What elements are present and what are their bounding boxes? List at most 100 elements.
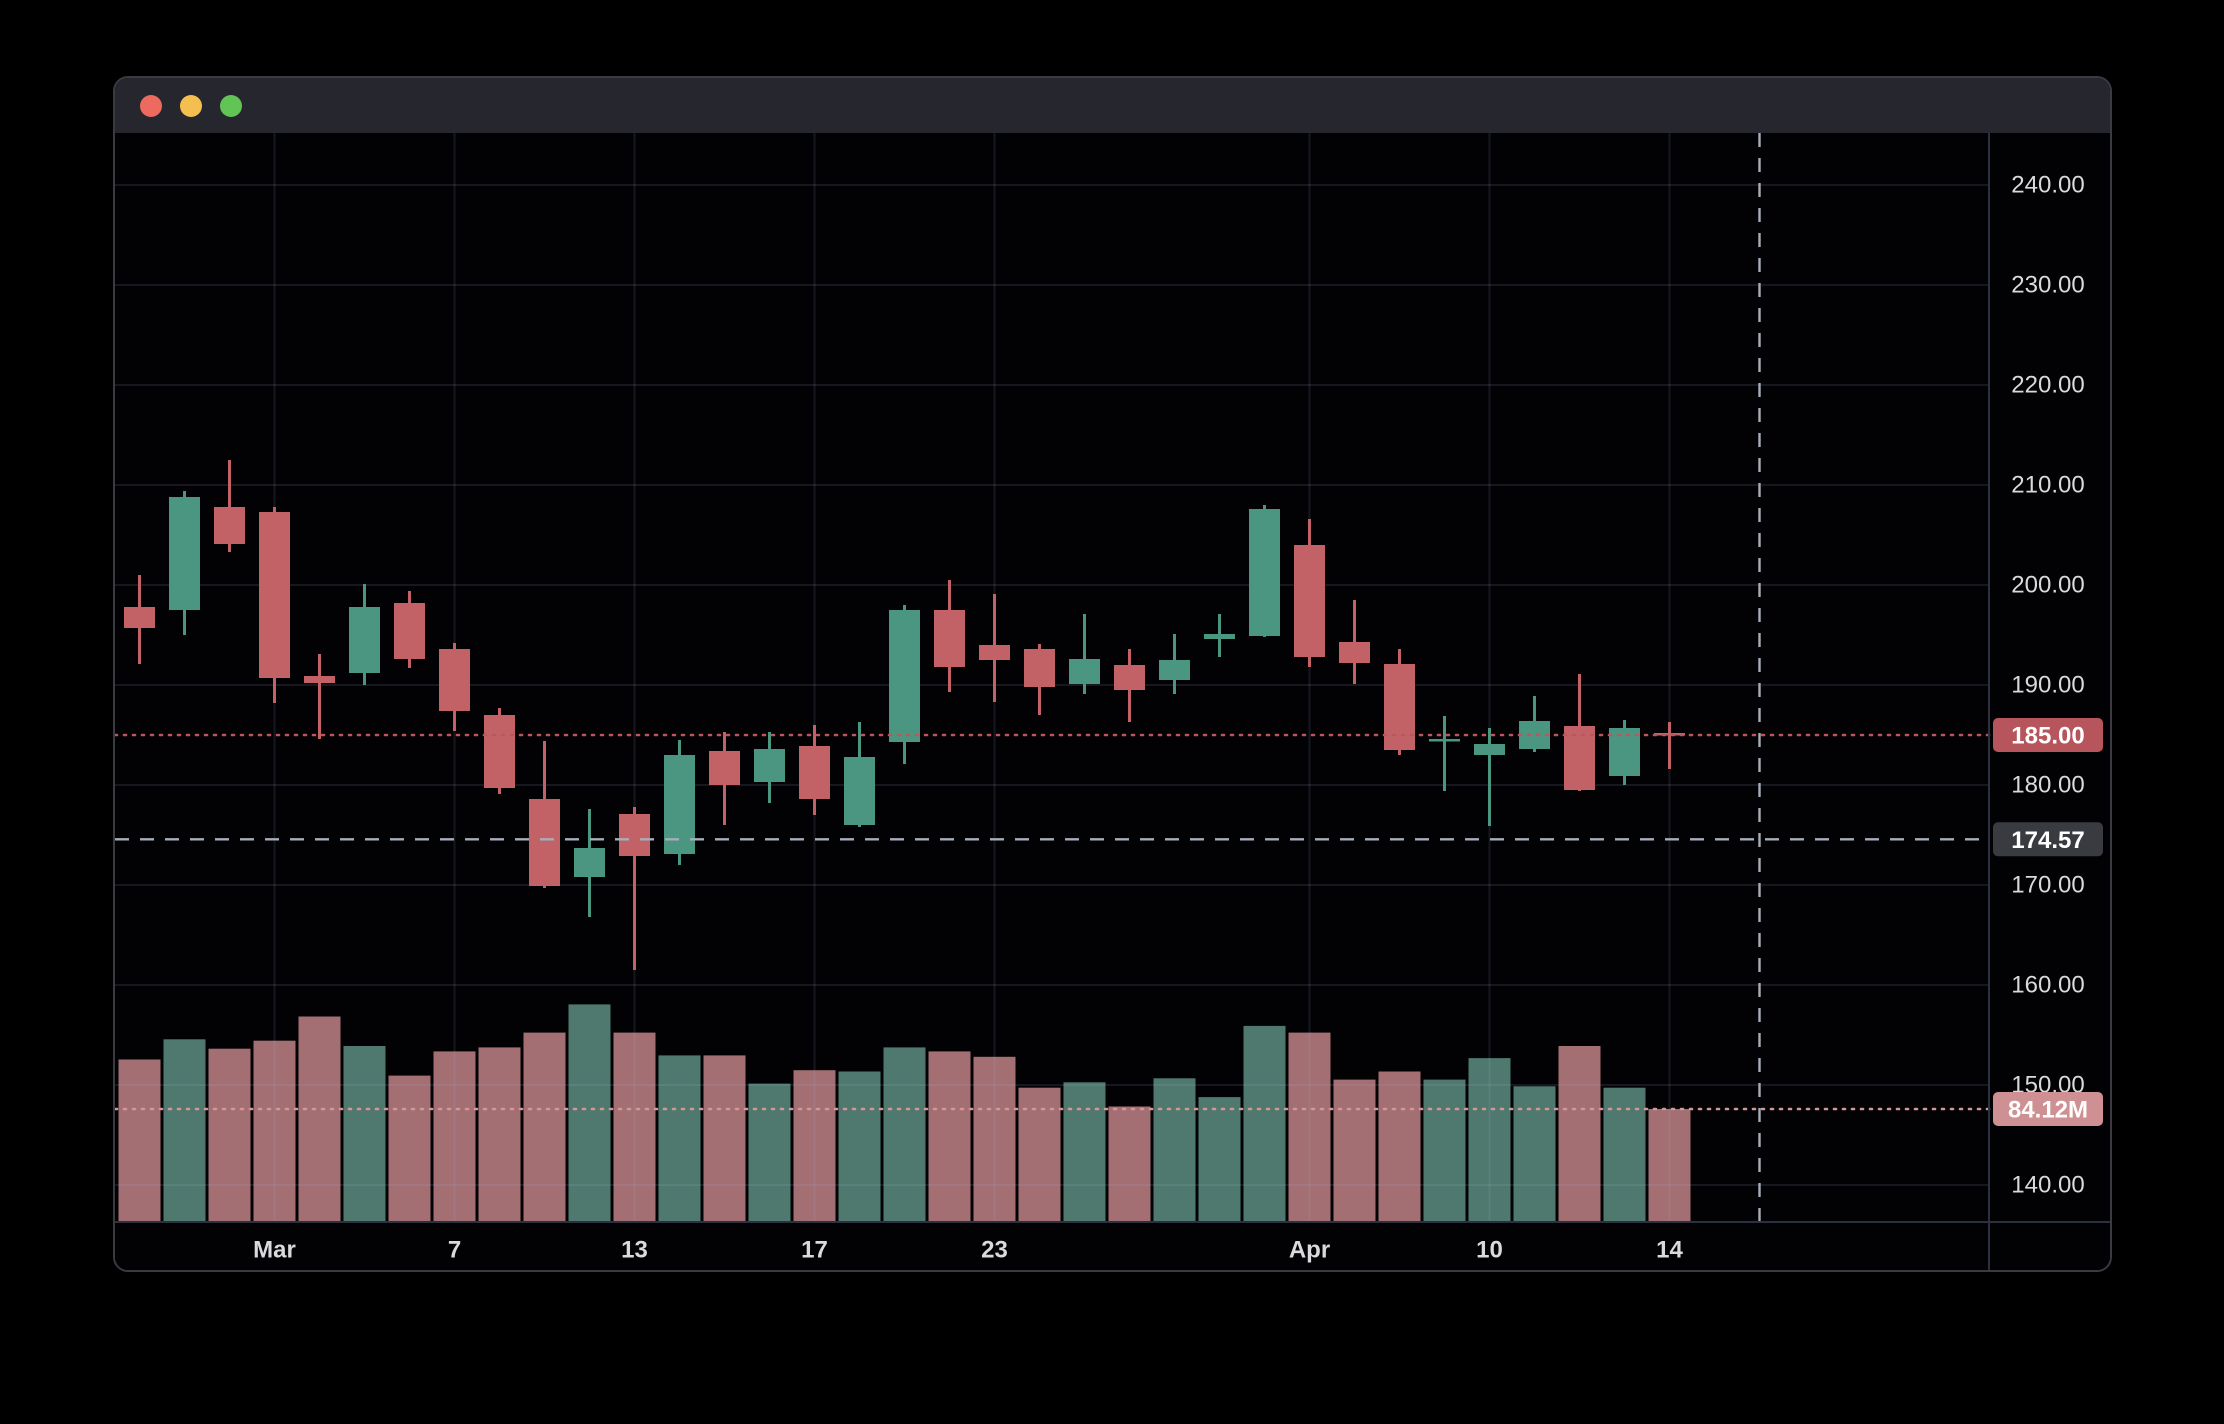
volume-bar[interactable]: [973, 1056, 1016, 1222]
candle-body[interactable]: [1474, 744, 1505, 755]
time-tick-label: 7: [448, 1237, 461, 1264]
last-price-badge: 185.00: [1993, 718, 2103, 752]
chart-area: 240.00 230.00 220.00 210.00 200.00 190.00 180.…: [115, 133, 2110, 1270]
candle-body[interactable]: [1069, 659, 1100, 684]
candle-body[interactable]: [169, 497, 200, 610]
volume-bar[interactable]: [478, 1047, 521, 1222]
volume-bar[interactable]: [1378, 1071, 1421, 1223]
candle-body[interactable]: [439, 649, 470, 711]
crosshair-price-badge-background: [1993, 822, 2103, 857]
volume-bar[interactable]: [388, 1075, 431, 1222]
candle-body[interactable]: [529, 799, 560, 886]
price-tick-label: 160.00: [2011, 972, 2084, 999]
candle-body[interactable]: [1564, 726, 1595, 790]
zoom-button[interactable]: [220, 94, 242, 117]
volume-bar[interactable]: [1153, 1078, 1196, 1222]
close-button[interactable]: [140, 94, 162, 117]
crosshair-price-badge-text: 174.57: [2011, 827, 2084, 854]
candle-body[interactable]: [889, 610, 920, 742]
last-volume-badge-text: 84.12M: [2008, 1097, 2088, 1124]
volume-bar[interactable]: [1198, 1097, 1241, 1222]
candle-body[interactable]: [1024, 649, 1055, 687]
time-tick-label: Mar: [253, 1237, 296, 1264]
candle-body[interactable]: [214, 507, 245, 544]
volume-bar[interactable]: [163, 1039, 206, 1222]
candle-body[interactable]: [1384, 664, 1415, 750]
price-axis[interactable]: 240.00 230.00 220.00 210.00 200.00 190.00 180.…: [2011, 172, 2084, 1199]
price-tick-label: 190.00: [2011, 672, 2084, 699]
candle-body[interactable]: [1249, 509, 1280, 636]
volume-bar[interactable]: [658, 1055, 701, 1222]
candle-body[interactable]: [1294, 545, 1325, 657]
time-axis[interactable]: Mar 7 13 17 23 Apr 10 14: [253, 1237, 1683, 1264]
candle-body[interactable]: [1609, 728, 1640, 776]
candle-body[interactable]: [799, 746, 830, 799]
volume-bar[interactable]: [1288, 1032, 1331, 1222]
volume-pane: [118, 1004, 1691, 1223]
price-tick-label: 210.00: [2011, 472, 2084, 499]
volume-bar[interactable]: [253, 1040, 296, 1222]
price-tick-label: 230.00: [2011, 272, 2084, 299]
volume-bar[interactable]: [1063, 1082, 1106, 1222]
volume-bar[interactable]: [928, 1051, 971, 1222]
volume-bar[interactable]: [1423, 1079, 1466, 1222]
last-volume-badge: 84.12M: [1993, 1092, 2103, 1126]
candle-body[interactable]: [304, 676, 335, 683]
price-tick-label: 200.00: [2011, 572, 2084, 599]
last-price-badge-background: [1993, 718, 2103, 752]
candle-body[interactable]: [979, 645, 1010, 660]
candle-body[interactable]: [664, 755, 695, 854]
volume-bar[interactable]: [1468, 1058, 1511, 1222]
last-price-badge-text: 185.00: [2011, 723, 2084, 750]
candle-body[interactable]: [484, 715, 515, 788]
time-tick-label: 23: [981, 1237, 1008, 1264]
price-tick-label: 240.00: [2011, 172, 2084, 199]
minimize-button[interactable]: [180, 94, 202, 117]
candle-body[interactable]: [754, 749, 785, 782]
volume-bar[interactable]: [1558, 1046, 1601, 1222]
candle-body[interactable]: [709, 751, 740, 785]
volume-bar[interactable]: [118, 1059, 161, 1223]
volume-bar[interactable]: [1648, 1109, 1691, 1222]
volume-bar[interactable]: [793, 1070, 836, 1222]
candle-body[interactable]: [1654, 733, 1685, 736]
time-tick-label: Apr: [1289, 1237, 1330, 1264]
candle-body[interactable]: [1114, 665, 1145, 690]
price-tick-label: 140.00: [2011, 1172, 2084, 1199]
volume-bar[interactable]: [1243, 1025, 1286, 1222]
candle-body[interactable]: [619, 814, 650, 856]
candlestick-chart[interactable]: 240.00 230.00 220.00 210.00 200.00 190.00 180.…: [115, 133, 2112, 1272]
volume-bar[interactable]: [1108, 1106, 1151, 1223]
candle-body[interactable]: [574, 848, 605, 877]
volume-bar[interactable]: [883, 1047, 926, 1222]
volume-bar[interactable]: [703, 1055, 746, 1222]
crosshair-price-badge: 174.57: [1993, 822, 2103, 857]
candle-body[interactable]: [349, 607, 380, 673]
candle-body[interactable]: [1429, 739, 1460, 742]
volume-bar[interactable]: [208, 1048, 251, 1222]
candle-body[interactable]: [259, 512, 290, 678]
candle-body[interactable]: [124, 607, 155, 628]
chart-window: 240.00 230.00 220.00 210.00 200.00 190.00 180.…: [113, 76, 2112, 1272]
volume-bar[interactable]: [298, 1016, 341, 1223]
candle-body[interactable]: [934, 610, 965, 667]
volume-bar[interactable]: [748, 1083, 791, 1222]
time-tick-label: 14: [1656, 1237, 1683, 1264]
volume-bar[interactable]: [523, 1032, 566, 1222]
candle-body[interactable]: [1159, 660, 1190, 680]
candle-body[interactable]: [844, 757, 875, 825]
window-titlebar[interactable]: [115, 78, 2110, 133]
time-tick-label: 13: [621, 1237, 648, 1264]
volume-bar[interactable]: [433, 1051, 476, 1222]
volume-bar[interactable]: [1333, 1079, 1376, 1222]
candle-body[interactable]: [394, 603, 425, 659]
candle-body[interactable]: [1204, 634, 1235, 639]
volume-bar[interactable]: [1513, 1086, 1556, 1222]
last-volume-badge-background: [1993, 1092, 2103, 1126]
candle-body[interactable]: [1339, 642, 1370, 663]
volume-bar[interactable]: [568, 1004, 611, 1222]
volume-bar[interactable]: [343, 1046, 386, 1222]
volume-bar[interactable]: [838, 1071, 881, 1223]
price-tick-label: 180.00: [2011, 772, 2084, 799]
volume-bar[interactable]: [613, 1032, 656, 1222]
